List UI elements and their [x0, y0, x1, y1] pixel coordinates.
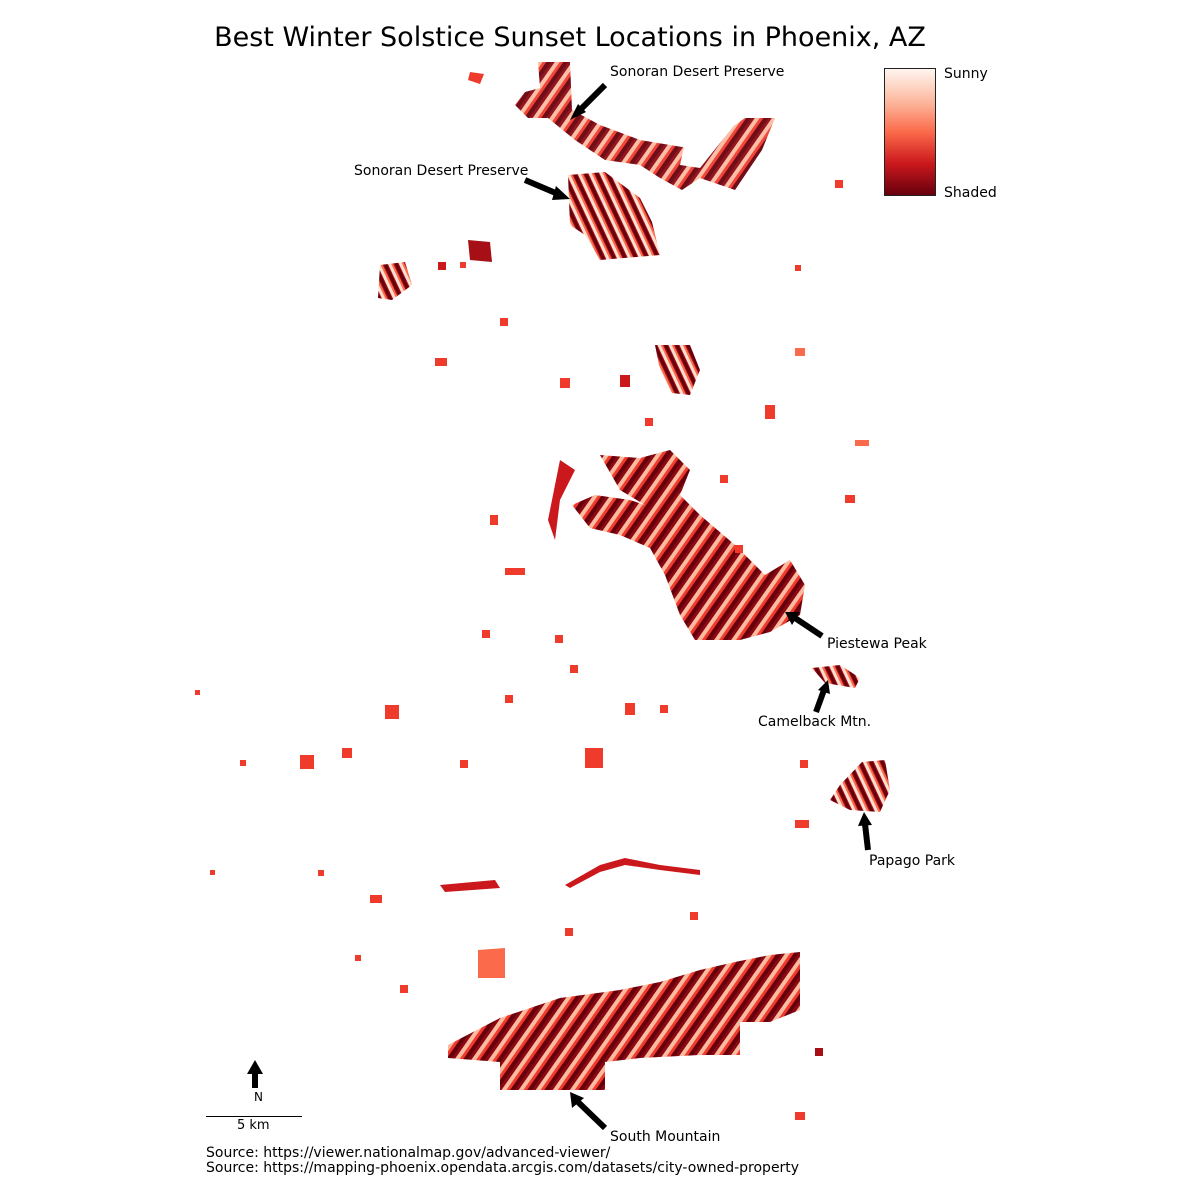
arrow-camelback — [813, 680, 830, 714]
arrow-piestewa — [785, 612, 824, 639]
annotation-camelback: Camelback Mtn. — [758, 714, 872, 730]
river-strip — [440, 858, 700, 892]
scale-bar — [206, 1116, 302, 1117]
scale-label: 5 km — [237, 1118, 270, 1133]
scattered-parcels — [195, 180, 869, 1120]
annotation-south-mountain: South Mountain — [610, 1129, 721, 1145]
sonoran-lower-region — [568, 172, 660, 260]
north-arrow-icon — [247, 1060, 263, 1088]
legend-sunny-label: Sunny — [944, 66, 988, 82]
papago-region — [830, 760, 890, 812]
sonoran-upper-region — [468, 62, 775, 190]
legend-shaded-label: Shaded — [944, 185, 997, 201]
annotation-sonoran-upper: Sonoran Desert Preserve — [610, 64, 785, 80]
arrow-sonoran-upper — [570, 82, 608, 120]
arrow-south-mountain — [570, 1092, 608, 1131]
west-cluster — [378, 240, 492, 300]
camelback-region — [812, 665, 860, 688]
south-mountain-region — [448, 948, 800, 1090]
annotation-arrows — [523, 82, 872, 1131]
annotation-piestewa: Piestewa Peak — [827, 636, 927, 652]
arrow-sonoran-lower — [523, 177, 570, 200]
map-title: Best Winter Solstice Sunset Locations in… — [214, 22, 926, 53]
source-line-2: Source: https://mapping-phoenix.opendata… — [206, 1160, 800, 1176]
legend-color-ramp — [884, 68, 936, 196]
annotation-papago: Papago Park — [869, 853, 956, 869]
annotation-sonoran-lower: Sonoran Desert Preserve — [354, 163, 529, 179]
source-line-1: Source: https://viewer.nationalmap.gov/a… — [206, 1145, 611, 1161]
piestewa-region — [505, 450, 805, 640]
arrow-papago — [858, 812, 872, 851]
mid-north-region — [560, 345, 805, 419]
north-label: N — [254, 1090, 263, 1104]
